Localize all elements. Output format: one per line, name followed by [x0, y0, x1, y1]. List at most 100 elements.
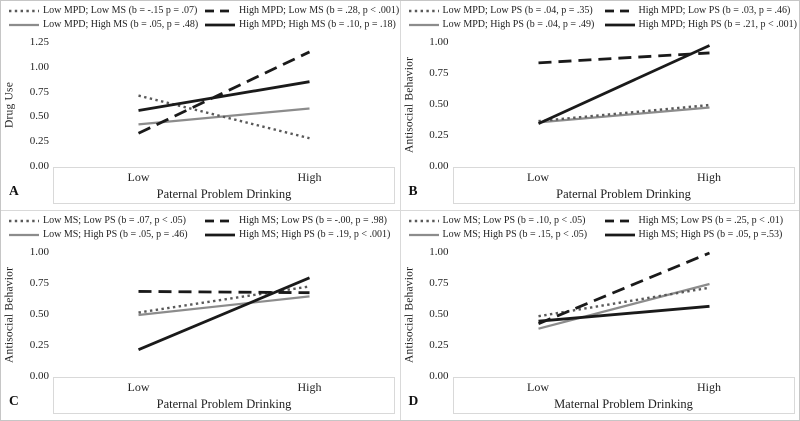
- legend: Low MPD; Low MS (b = -.15 p = .07) High M…: [1, 1, 400, 37]
- legend: Low MS; Low PS (b = .07, p < .05) High MS…: [1, 211, 400, 247]
- series-line-solid-gray: [537, 106, 710, 124]
- y-tick-label: 0.25: [29, 135, 49, 148]
- dashed-black-legend-marker-icon: [205, 9, 235, 12]
- series-line-solid-black: [537, 304, 710, 323]
- legend-label: High MPD; High PS (b = .21, p < .001): [638, 19, 798, 30]
- solid-black-legend-marker-icon: [205, 23, 235, 26]
- legend-item: High MPD; High MS (b = .10, p = .18): [205, 19, 396, 30]
- legend-item: Low MPD; High MS (b = .05, p = .48): [9, 19, 198, 30]
- legend-label: Low MS; Low PS (b = .10, p < .05): [442, 215, 586, 226]
- solid-gray-legend-marker-icon: [408, 233, 439, 236]
- plot-area: [137, 50, 311, 140]
- legend-label: Low MPD; High MS (b = .05, p = .48): [43, 19, 199, 30]
- y-tick-label: 0.25: [429, 129, 449, 141]
- y-tick-label: 0.00: [29, 160, 49, 172]
- legend-label: Low MPD; High PS (b = .04, p = .49): [442, 19, 595, 30]
- plot-area: [537, 44, 710, 125]
- legend-item: High MS; Low PS (b = -.00, p = .98): [205, 215, 387, 226]
- solid-black-legend-marker-icon: [205, 233, 235, 236]
- series-line-dotted-gray: [138, 94, 310, 140]
- legend-item: High MS; High PS (b = .05, p =.53): [604, 229, 783, 240]
- panel-letter: C: [9, 393, 19, 408]
- panel-letter: D: [408, 393, 419, 408]
- series-line-dashed-black: [137, 50, 311, 135]
- y-tick-label: 1.00: [429, 36, 449, 48]
- series-line-solid-black: [137, 276, 311, 352]
- plot-area: [137, 276, 311, 352]
- panel-C: Low MS; Low PS (b = .07, p < .05) High MS…: [1, 211, 400, 420]
- y-tick-label: 1.00: [429, 246, 449, 258]
- legend-item: High MS; High PS (b = .19, p < .001): [205, 229, 390, 240]
- x-category-label: Low: [127, 380, 150, 394]
- legend-item: Low MS; High PS (b = .05, p = .46): [9, 229, 188, 240]
- series-line-solid-black: [138, 80, 310, 112]
- y-tick-label: 0.00: [429, 370, 449, 382]
- x-category-label: High: [297, 380, 322, 394]
- x-category-label: Low: [527, 170, 549, 184]
- legend-item: Low MS; High PS (b = .15, p < .05): [408, 229, 588, 240]
- x-axis-box: [452, 167, 795, 204]
- legend-item: Low MS; Low PS (b = .07, p < .05): [9, 215, 186, 226]
- y-tick-label: 0.25: [429, 339, 449, 351]
- legend-item: Low MPD; High PS (b = .04, p = .49): [408, 19, 595, 30]
- x-axis-label: Paternal Problem Drinking: [556, 187, 691, 201]
- legend-label: Low MS; High PS (b = .05, p = .46): [43, 229, 188, 240]
- panel-B: Low MPD; Low PS (b = .04, p = .35) High M…: [400, 1, 800, 210]
- legend-label: High MS; High PS (b = .05, p =.53): [638, 229, 783, 240]
- dotted-gray-legend-marker-icon: [9, 219, 39, 222]
- solid-gray-legend-marker-icon: [9, 233, 39, 236]
- x-axis-label: Maternal Problem Drinking: [554, 397, 693, 411]
- legend-item: High MPD; High PS (b = .21, p < .001): [604, 19, 798, 30]
- plot-area: [537, 251, 710, 330]
- legend-item: High MPD; Low MS (b = .28, p < .001): [205, 5, 399, 16]
- y-tick-label: 1.00: [29, 246, 49, 258]
- series-line-solid-gray: [537, 282, 710, 330]
- dotted-gray-legend-marker-icon: [408, 9, 439, 12]
- panel-A: Low MPD; Low MS (b = -.15 p = .07) High M…: [1, 1, 400, 210]
- y-tick-label: 0.50: [29, 308, 49, 320]
- x-axis-box: [53, 377, 395, 414]
- panel-D: Low MS; Low PS (b = .10, p < .05) High MS…: [400, 211, 799, 420]
- dashed-black-legend-marker-icon: [205, 219, 235, 222]
- series-line-dashed-black: [537, 251, 710, 325]
- panel-letter: B: [408, 183, 418, 198]
- x-category-label: High: [697, 170, 721, 184]
- x-axis-label: Paternal Problem Drinking: [156, 397, 292, 411]
- legend-label: High MS; High PS (b = .19, p < .001): [239, 229, 391, 240]
- y-tick-label: 0.25: [29, 339, 49, 351]
- legend-label: High MS; Low PS (b = .25, p < .01): [638, 215, 784, 226]
- x-category-label: High: [697, 380, 721, 394]
- legend-item: Low MPD; Low PS (b = .04, p = .35): [408, 5, 593, 16]
- solid-gray-legend-marker-icon: [9, 23, 39, 26]
- x-category-label: High: [297, 170, 322, 184]
- y-tick-label: 0.75: [429, 67, 449, 79]
- dashed-black-legend-marker-icon: [604, 9, 635, 12]
- x-axis-box: [452, 377, 795, 414]
- x-axis-box: [53, 167, 395, 204]
- solid-black-legend-marker-icon: [604, 233, 635, 236]
- y-tick-label: 0.75: [429, 277, 449, 289]
- x-category-label: Low: [527, 380, 549, 394]
- panel-letter: A: [9, 183, 19, 198]
- y-tick-label: 0.50: [429, 98, 449, 110]
- series-line-dashed-black: [138, 290, 310, 295]
- series-line-dashed-black: [537, 51, 710, 65]
- dotted-gray-legend-marker-icon: [408, 219, 439, 222]
- legend-item: High MPD; Low PS (b = .03, p = .46): [604, 5, 791, 16]
- y-tick-label: 0.00: [429, 160, 449, 172]
- solid-gray-legend-marker-icon: [408, 23, 439, 26]
- legend-item: Low MS; Low PS (b = .10, p < .05): [408, 215, 586, 226]
- y-tick-label: 1.00: [29, 60, 49, 73]
- dashed-black-legend-marker-icon: [604, 219, 635, 222]
- legend-item: High MS; Low PS (b = .25, p < .01): [604, 215, 784, 226]
- series-line-solid-gray: [138, 295, 310, 317]
- legend-label: Low MS; High PS (b = .15, p < .05): [442, 229, 588, 240]
- series-line-solid-black: [537, 44, 710, 125]
- legend-label: High MPD; Low PS (b = .03, p = .46): [638, 5, 791, 16]
- y-tick-label: 1.25: [29, 36, 49, 48]
- legend-label: Low MS; Low PS (b = .07, p < .05): [43, 215, 186, 226]
- legend: Low MPD; Low PS (b = .04, p = .35) High M…: [401, 1, 800, 37]
- y-tick-label: 0.00: [29, 370, 49, 382]
- legend-label: High MPD; High MS (b = .10, p = .18): [239, 19, 396, 30]
